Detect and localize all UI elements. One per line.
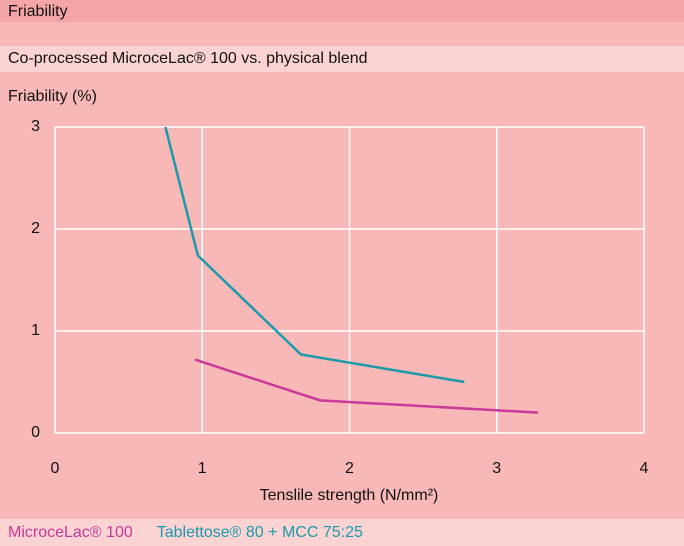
y-axis-label: Friability (%) [8, 88, 97, 105]
y-tick-label: 2 [31, 220, 40, 237]
legend-bar [0, 519, 684, 546]
x-tick-label: 3 [492, 460, 501, 477]
x-tick-label: 1 [198, 460, 207, 477]
y-tick-label: 1 [31, 322, 40, 339]
title-bar [0, 0, 684, 22]
chart-subtitle: Co-processed MicroceLac® 100 vs. physica… [8, 50, 368, 67]
y-tick-label: 3 [31, 118, 40, 135]
legend-entry: Tablettose® 80 + MCC 75:25 [157, 524, 363, 541]
y-tick-label: 0 [31, 424, 40, 441]
legend: MicroceLac® 100 Tablettose® 80 + MCC 75:2… [8, 524, 363, 541]
chart-title: Friability [8, 3, 68, 20]
x-axis-label: Tenslile strength (N/mm²) [260, 487, 439, 504]
x-tick-label: 2 [345, 460, 354, 477]
legend-entry: MicroceLac® 100 [8, 524, 133, 541]
subtitle-bar [0, 46, 684, 72]
x-tick-label: 0 [51, 460, 60, 477]
line [194, 358, 539, 414]
line [164, 126, 465, 384]
x-tick-label: 4 [640, 460, 649, 477]
